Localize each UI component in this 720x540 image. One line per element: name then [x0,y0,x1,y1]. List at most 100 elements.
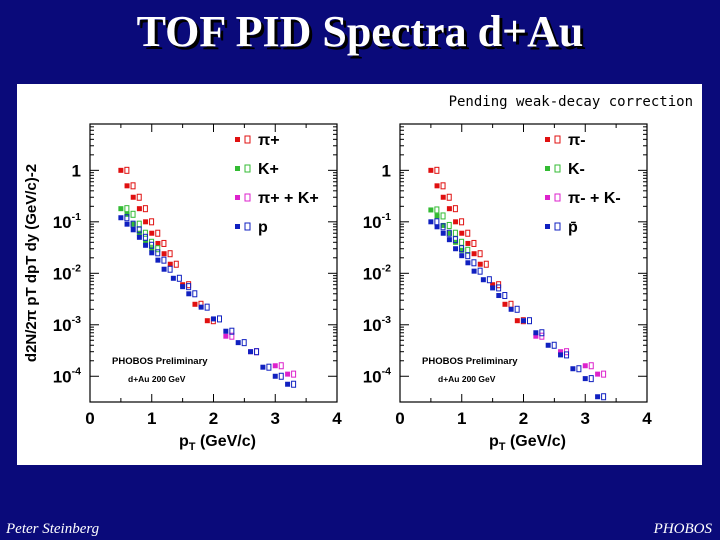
legend-marker [545,224,550,229]
y-tick-label: 10-4 [53,366,81,387]
data-point-open [564,351,570,359]
data-point [508,306,514,312]
data-point-open [266,363,272,371]
data-point-open [477,250,483,258]
figure-panel: Pending weak-decay correction 0 1 2 3 4 1 10-1… [17,84,702,465]
data-point-open [161,239,167,247]
data-point [459,253,465,259]
data-point [521,318,526,324]
data-point [124,221,130,227]
data-point [453,246,459,252]
data-point-open [229,332,235,340]
data-point [446,206,452,212]
data-point-open [434,166,440,174]
data-point [149,230,155,236]
data-point [272,363,278,369]
data-point-open [514,305,520,313]
data-point [558,349,564,355]
slide-title: TOF PID Spectra d+Au [136,7,584,56]
data-point-open [124,205,130,213]
data-point-open [452,236,458,244]
legend-marker-open [554,222,561,231]
data-point-open [465,252,471,260]
y-axis-label: d2N/2π pT dpT dy (GeV/c)-2 [23,164,40,362]
x-tick-label: 3 [581,409,590,428]
y-tick-label: 1 [72,161,81,180]
data-point [272,373,278,379]
data-point [453,219,459,225]
legend-marker [545,166,550,171]
data-point-open [155,249,161,257]
data-point-open [446,221,452,229]
collision-label: d+Au 200 GeV [438,374,496,384]
data-point-open [204,303,210,311]
data-point [428,207,434,213]
data-point [434,224,440,230]
data-point-open [291,380,297,388]
y-tick-label: 10-3 [363,314,391,335]
data-point-open [601,370,607,378]
data-point-open [452,205,458,213]
legend-marker-open [244,164,251,173]
data-point-open [278,362,284,370]
data-point-open [186,283,192,291]
x-axis-label: pT (GeV/c) [179,433,256,453]
data-point-open [149,218,155,226]
data-point [192,301,198,307]
data-point [490,285,496,291]
data-point [480,277,486,283]
data-point [582,376,588,382]
data-point-open [155,245,161,253]
data-point-open [130,182,136,190]
data-point [118,206,124,212]
data-point [143,242,149,248]
legend-label: p [258,219,268,236]
series-0 [118,166,216,325]
y-tick-label: 1 [382,161,391,180]
data-point-open [434,206,440,214]
data-point-open [130,210,136,218]
y-tick-label: 10-2 [53,263,81,284]
legend-marker [545,195,550,200]
data-point [471,268,477,274]
x-tick-label: 2 [209,409,218,428]
data-point-open [217,315,222,323]
legend-marker [235,166,240,171]
data-point-open [167,265,173,273]
data-point [440,230,446,236]
data-point [211,316,216,322]
footer-presenter: Peter Steinberg [6,521,100,537]
data-point [180,284,186,290]
right-chart-panel: 0 1 2 3 4 1 10-1 10-2 10-3 10-4 pT (GeV/c) π- K-π- +… [363,123,652,453]
data-point-open [434,218,440,226]
legend-label: K- [568,161,585,178]
data-point [198,304,204,310]
data-point-open [459,218,465,226]
data-point-open [186,281,192,289]
data-point-open [136,226,142,234]
data-point [471,251,477,257]
data-point-open [142,233,148,241]
data-point-open [551,341,557,349]
data-point [223,328,229,334]
footer-collaboration: PHOBOS [653,521,712,537]
x-tick-label: 0 [395,409,404,428]
data-point [161,266,167,272]
data-point [167,261,173,267]
data-point-open [508,300,514,308]
data-point-open [291,370,297,378]
data-point [130,227,136,233]
data-point [235,340,241,346]
data-point-open [465,229,471,237]
x-tick-label: 4 [332,409,342,428]
data-point-open [192,290,198,298]
legend-marker-open [244,135,251,144]
data-point-open [588,362,594,370]
weak-decay-note: Pending weak-decay correction [449,94,693,110]
data-point [130,221,136,227]
data-point [465,240,471,246]
data-point [155,240,161,246]
data-point [285,381,291,387]
data-point [204,318,210,324]
data-point-open [446,193,452,201]
